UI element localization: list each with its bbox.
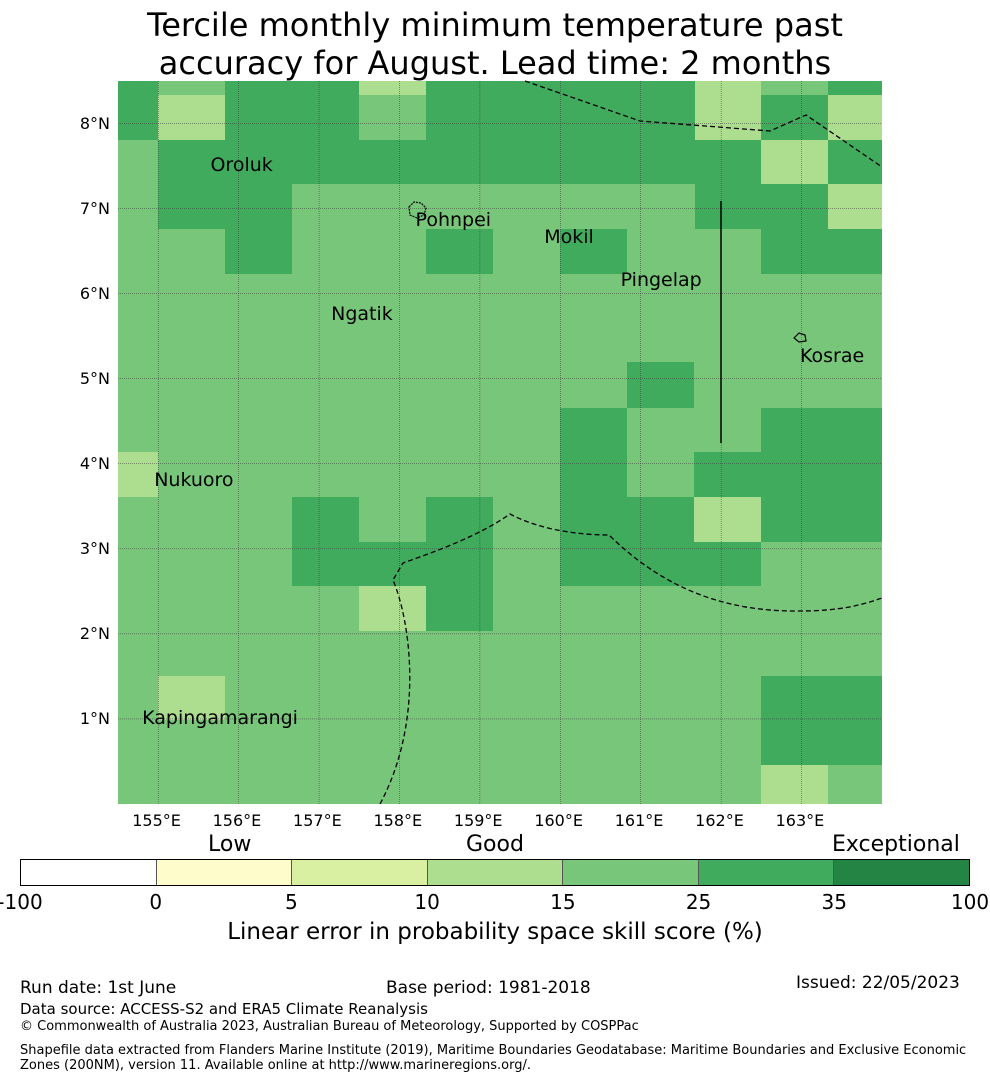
- longitude-label: 155°E: [132, 811, 181, 830]
- skill-cell: [695, 81, 761, 140]
- skill-cell: [560, 497, 694, 542]
- longitude-label: 156°E: [213, 811, 262, 830]
- colorbar-segment: [21, 860, 156, 885]
- place-label-pingelap: Pingelap: [621, 269, 702, 291]
- skill-cell: [627, 362, 694, 408]
- skill-cell: [694, 497, 761, 542]
- skill-cell: [761, 765, 828, 804]
- base-period: Base period: 1981-2018: [386, 978, 591, 998]
- latitude-label: 5°N: [80, 369, 110, 388]
- place-label-mokil: Mokil: [544, 226, 594, 248]
- skill-cell: [426, 586, 493, 631]
- skill-cell: [761, 140, 828, 184]
- skill-cell: [828, 184, 882, 229]
- copyright-notice: © Commonwealth of Australia 2023, Austra…: [20, 1019, 639, 1034]
- shapefile-credit: Shapefile data extracted from Flanders M…: [20, 1043, 970, 1073]
- colorbar-tick: 35: [822, 890, 847, 914]
- skill-cell: [828, 140, 882, 184]
- skill-cell: [158, 184, 292, 229]
- skill-cell: [426, 497, 493, 542]
- place-label-kosrae: Kosrae: [800, 345, 864, 367]
- latitude-label: 7°N: [80, 199, 110, 218]
- skill-cell: [695, 184, 828, 229]
- latitude-label: 3°N: [80, 539, 110, 558]
- colorbar-tick: 10: [414, 890, 439, 914]
- legend-category-exceptional: Exceptional: [832, 832, 960, 857]
- longitude-label: 158°E: [373, 811, 422, 830]
- colorbar-segment: [156, 860, 292, 885]
- skill-cell: [225, 229, 292, 274]
- colorbar-tick: 25: [686, 890, 711, 914]
- longitude-label: 160°E: [534, 811, 583, 830]
- skill-cell: [359, 586, 426, 631]
- colorbar-segment: [833, 860, 969, 885]
- skill-cell: [560, 452, 627, 497]
- longitude-label: 159°E: [454, 811, 503, 830]
- colorbar-label: Linear error in probability space skill …: [0, 919, 990, 945]
- skill-cell: [761, 229, 882, 274]
- skill-cell: [292, 497, 359, 542]
- colorbar-segment: [427, 860, 563, 885]
- colorbar-tick: -100: [0, 890, 43, 914]
- colorbar: [20, 859, 970, 886]
- place-label-oroluk: Oroluk: [210, 154, 272, 176]
- colorbar-segment: [291, 860, 427, 885]
- place-label-ngatik: Ngatik: [331, 303, 393, 325]
- place-label-pohnpei: Pohnpei: [416, 209, 492, 231]
- colorbar-tick: 5: [285, 890, 298, 914]
- colorbar-segment: [698, 860, 834, 885]
- place-label-kapingamarangi: Kapingamarangi: [142, 707, 298, 729]
- skill-cell: [694, 452, 882, 497]
- skill-cell: [158, 95, 225, 140]
- longitude-label: 163°E: [776, 811, 825, 830]
- issued-date: Issued: 22/05/2023: [796, 973, 960, 993]
- latitude-label: 8°N: [80, 114, 110, 133]
- colorbar-tick: 0: [149, 890, 162, 914]
- run-date: Run date: 1st June: [20, 978, 176, 998]
- skill-cell: [761, 676, 882, 765]
- skill-cell: [118, 452, 158, 497]
- skill-cell: [828, 81, 882, 95]
- data-source: Data source: ACCESS-S2 and ERA5 Climate …: [20, 1000, 428, 1018]
- place-label-nukuoro: Nukuoro: [154, 469, 233, 491]
- skill-cell: [828, 95, 882, 140]
- skill-cell: [426, 229, 493, 274]
- skill-cell: [761, 408, 882, 452]
- latitude-label: 1°N: [80, 709, 110, 728]
- skill-cell: [761, 497, 882, 542]
- latitude-label: 6°N: [80, 284, 110, 303]
- colorbar-tick: 15: [550, 890, 575, 914]
- longitude-label: 157°E: [293, 811, 342, 830]
- skill-cells: [118, 81, 882, 804]
- longitude-label: 162°E: [695, 811, 744, 830]
- latitude-label: 2°N: [80, 624, 110, 643]
- colorbar-segment: [562, 860, 698, 885]
- skill-cell: [560, 408, 627, 452]
- skill-cell: [761, 95, 828, 140]
- colorbar-tick: 100: [951, 890, 989, 914]
- skill-cell: [359, 81, 426, 95]
- skill-cell: [225, 81, 359, 140]
- longitude-label: 161°E: [615, 811, 664, 830]
- legend-category-low: Low: [208, 832, 251, 857]
- latitude-label: 4°N: [80, 454, 110, 473]
- legend-category-good: Good: [466, 832, 524, 857]
- skill-cell: [118, 81, 158, 140]
